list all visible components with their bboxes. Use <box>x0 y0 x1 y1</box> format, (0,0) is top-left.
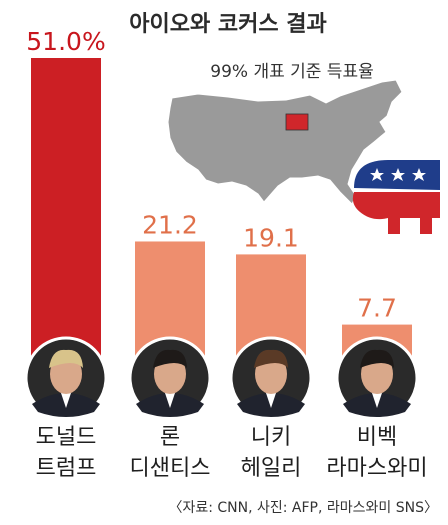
candidate-name-0-line2: 트럼프 <box>36 456 97 481</box>
candidate-name-3: 비벡 <box>357 425 397 450</box>
candidate-name-1-line2: 디샌티스 <box>130 456 211 481</box>
iowa-highlight-icon <box>285 113 309 131</box>
candidate-portrait-icon <box>335 336 419 420</box>
candidate-portrait-icon <box>24 336 108 420</box>
us-map-icon <box>167 79 403 205</box>
candidate-name-3-line2: 라마스와미 <box>326 456 427 481</box>
candidate-name-0: 도널드 <box>36 425 97 450</box>
candidate-name-1: 론 <box>160 425 180 450</box>
candidate-name-2: 니키 <box>251 425 291 450</box>
bar-0 <box>31 58 101 372</box>
candidate-portrait-icon <box>128 336 212 420</box>
candidate-portrait-icon <box>229 336 313 420</box>
value-label-2: 19.1 <box>243 223 299 252</box>
value-label-1: 21.2 <box>142 210 198 239</box>
value-label-0: 51.0% <box>26 27 105 56</box>
gop-elephant-icon <box>352 160 440 234</box>
value-label-3: 7.7 <box>357 294 397 323</box>
source-note: 〈자료: CNN, 사진: AFP, 라마스와미 SNS〉 <box>168 500 438 516</box>
candidate-name-2-line2: 헤일리 <box>241 456 302 481</box>
chart-subtitle: 99% 개표 기준 득표율 <box>210 62 373 82</box>
chart-title: 아이오와 코커스 결과 <box>129 12 326 37</box>
